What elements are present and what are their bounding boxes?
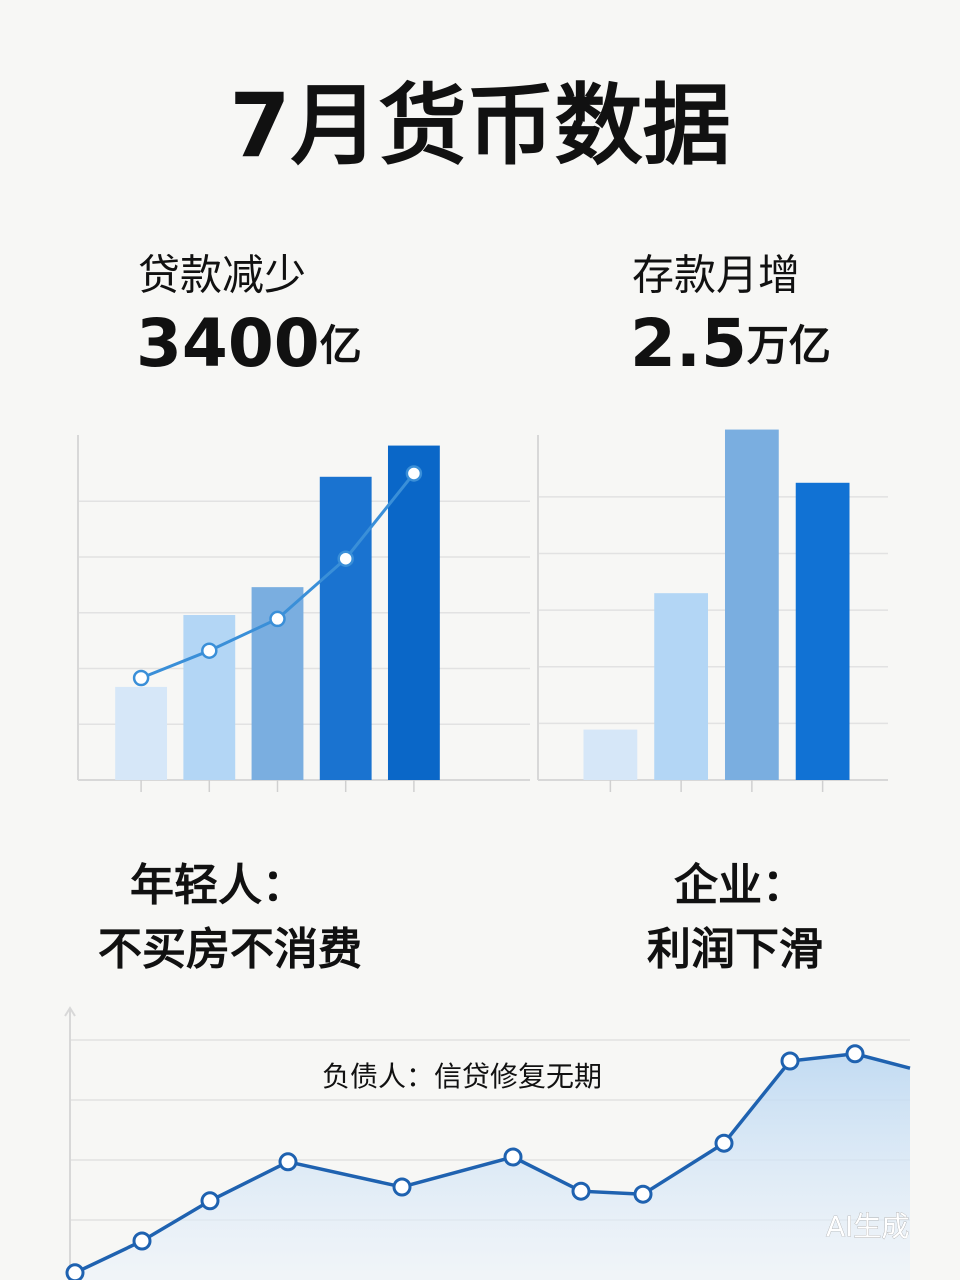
bar bbox=[115, 686, 168, 780]
watermark: AI生成 bbox=[826, 1210, 909, 1243]
point bbox=[65, 1263, 85, 1280]
panel-amount: 2.5万亿 bbox=[630, 305, 831, 382]
area bbox=[75, 1053, 910, 1280]
trend-point bbox=[132, 669, 150, 687]
caption: 不买房不消费 bbox=[98, 924, 362, 975]
trend-point bbox=[405, 465, 423, 482]
note: 负债人：信贷修复无期 bbox=[322, 1060, 602, 1093]
panel-amount: 3400亿 bbox=[136, 305, 362, 382]
point bbox=[392, 1177, 412, 1197]
bar bbox=[183, 615, 236, 780]
trend-point bbox=[201, 642, 218, 659]
bar bbox=[319, 476, 372, 780]
bar bbox=[795, 482, 850, 780]
trend-point bbox=[337, 550, 354, 567]
caption: 年轻人： bbox=[130, 860, 306, 911]
title: 7月货币数据 bbox=[229, 74, 730, 177]
bar bbox=[724, 429, 779, 780]
caption: 企业： bbox=[674, 860, 806, 911]
panel-label: 存款月增 bbox=[632, 251, 800, 300]
point bbox=[132, 1231, 152, 1251]
point bbox=[571, 1181, 591, 1201]
point bbox=[200, 1191, 220, 1211]
bar bbox=[654, 593, 709, 780]
bar bbox=[387, 445, 440, 780]
point bbox=[845, 1044, 865, 1064]
point bbox=[780, 1051, 800, 1071]
point bbox=[278, 1152, 298, 1172]
point bbox=[503, 1147, 523, 1167]
caption: 利润下滑 bbox=[647, 924, 823, 975]
line bbox=[74, 1052, 911, 1275]
axis-arrow bbox=[64, 1006, 76, 1017]
point bbox=[633, 1184, 653, 1204]
trend-point bbox=[269, 610, 286, 628]
bar bbox=[583, 729, 638, 780]
point bbox=[714, 1133, 734, 1153]
panel-label: 贷款减少 bbox=[138, 251, 306, 300]
